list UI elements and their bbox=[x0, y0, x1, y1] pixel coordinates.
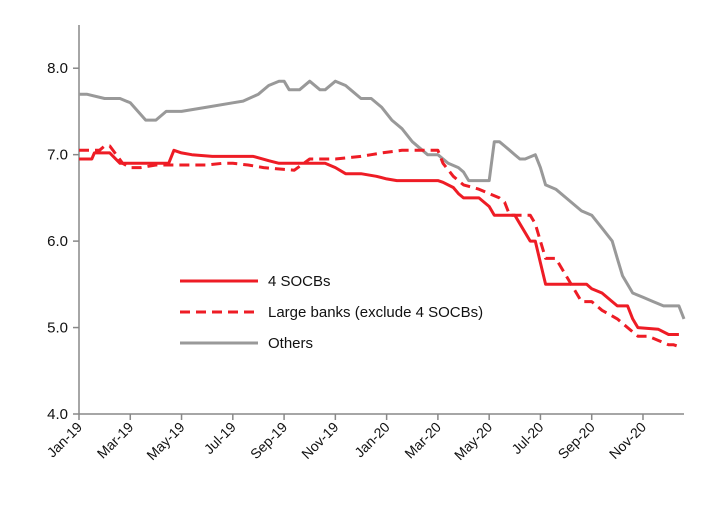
y-tick-label: 7.0 bbox=[47, 147, 68, 164]
legend-label: 4 SOCBs bbox=[268, 273, 331, 290]
x-tick-label: May-20 bbox=[451, 419, 495, 463]
y-tick-label: 8.0 bbox=[47, 60, 68, 77]
y-tick-label: 4.0 bbox=[47, 406, 68, 423]
x-tick-label: Mar-19 bbox=[94, 419, 137, 462]
legend: 4 SOCBs Large banks (exclude 4 SOCBs) Othe… bbox=[180, 273, 483, 352]
x-tick-label: Jan-19 bbox=[44, 419, 86, 461]
series-line-others bbox=[79, 79, 686, 320]
y-tick-label: 5.0 bbox=[47, 320, 68, 337]
x-tick-label: Jul-19 bbox=[201, 419, 239, 457]
x-tick-label: Jan-20 bbox=[351, 419, 393, 461]
x-tick-label: Mar-20 bbox=[401, 419, 444, 462]
legend-label: Large banks (exclude 4 SOCBs) bbox=[268, 304, 483, 321]
y-axis-ticks: 4.0 5.0 6.0 7.0 8.0 bbox=[47, 60, 79, 423]
y-tick-label: 6.0 bbox=[47, 233, 68, 250]
series-line-large-banks-exclude-4-socbs bbox=[79, 144, 683, 351]
series-line-4-socbs bbox=[79, 148, 679, 336]
chart-axes bbox=[78, 25, 684, 415]
x-tick-label: May-19 bbox=[143, 419, 187, 463]
x-tick-label: Nov-20 bbox=[606, 419, 649, 462]
x-tick-label: Sep-20 bbox=[555, 419, 598, 462]
legend-label: Others bbox=[268, 335, 313, 352]
x-tick-label: Sep-19 bbox=[247, 419, 290, 462]
x-tick-label: Jul-20 bbox=[508, 419, 546, 457]
x-tick-label: Nov-19 bbox=[298, 419, 341, 462]
series-lines bbox=[79, 79, 686, 351]
x-axis-ticks: Jan-19 Mar-19 May-19 Jul-19 Sep-19 Nov-19 Jan-… bbox=[44, 414, 649, 463]
